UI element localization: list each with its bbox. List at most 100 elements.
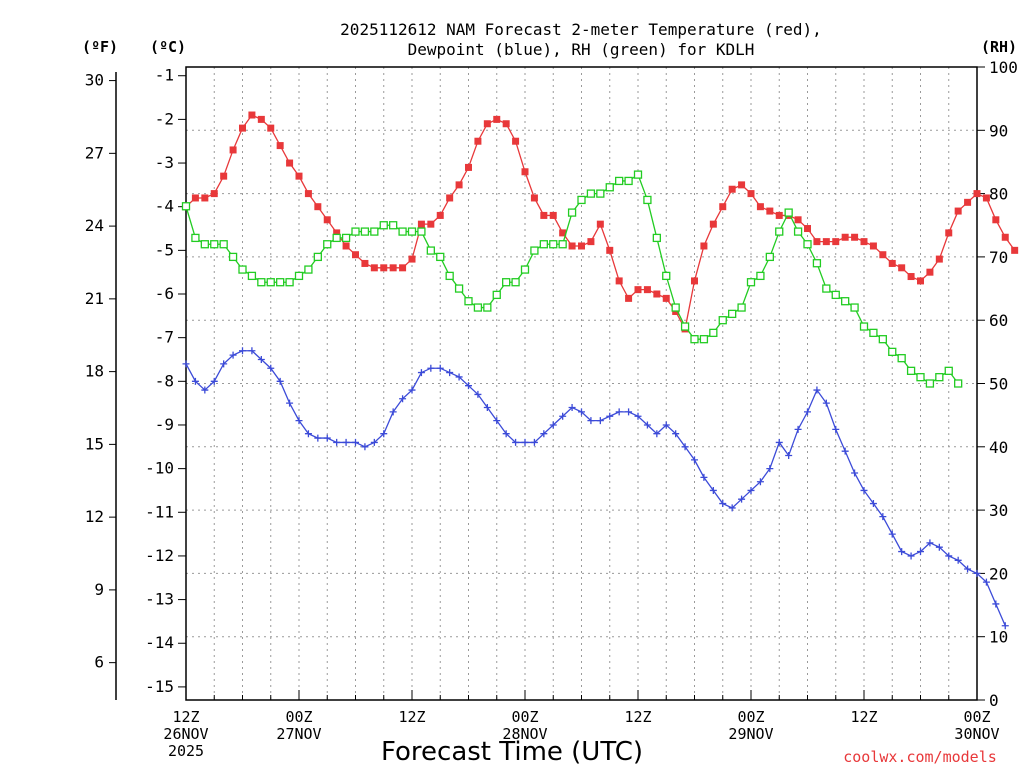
temperature-point	[728, 185, 736, 193]
fahrenheit-tick-label: 24	[85, 216, 104, 235]
rh-point	[398, 227, 407, 236]
dewpoint-point	[587, 417, 595, 425]
temperature-point	[389, 264, 397, 272]
temperature-point	[634, 286, 642, 294]
rh-point	[294, 271, 304, 281]
dewpoint-point	[314, 434, 322, 442]
celsius-tick-label: -15	[145, 677, 174, 696]
rh-point	[436, 252, 445, 262]
rh-point	[530, 246, 539, 255]
dewpoint-point	[399, 395, 407, 403]
dewpoint-point	[672, 430, 680, 438]
temperature-point	[493, 115, 501, 123]
rh-tick-label: 50	[989, 375, 1008, 394]
temperature-point	[408, 255, 416, 263]
celsius-tick-label: -14	[145, 633, 174, 652]
dewpoint-point	[935, 543, 943, 551]
rh-point	[370, 227, 379, 236]
fahrenheit-unit-label: (ºF)	[82, 38, 118, 56]
dewpoint-point	[220, 360, 228, 368]
dewpoint-point	[634, 412, 642, 420]
rh-point	[332, 233, 341, 243]
temperature-point	[954, 207, 962, 215]
dewpoint-point	[785, 452, 793, 460]
dewpoint-point	[700, 473, 708, 481]
temperature-point	[738, 181, 746, 189]
temperature-point	[804, 225, 811, 233]
temperature-point	[832, 238, 840, 246]
rh-point	[718, 316, 727, 325]
rh-point	[633, 170, 643, 179]
rh-point	[426, 246, 435, 255]
rh-point	[756, 271, 765, 281]
dewpoint-point	[493, 417, 501, 425]
temperature-point	[615, 277, 623, 285]
dewpoint-point	[625, 408, 633, 416]
dewpoint-point	[286, 399, 294, 407]
dewpoint-point	[860, 486, 868, 494]
rh-point	[699, 335, 709, 344]
celsius-tick-label: -7	[155, 328, 174, 347]
temperature-point	[521, 168, 529, 176]
temperature-point	[267, 124, 275, 132]
chart-title-line1: 2025112612 NAM Forecast 2-meter Temperat…	[340, 20, 822, 39]
dewpoint-point	[709, 486, 717, 494]
temperature-point	[352, 251, 359, 259]
dewpoint-point	[342, 438, 350, 446]
dewpoint-point	[1001, 622, 1009, 630]
dewpoint-point	[728, 504, 736, 512]
dewpoint-point	[229, 351, 237, 359]
rh-point	[586, 189, 596, 198]
temperature-point	[596, 220, 604, 228]
celsius-tick-label: -12	[145, 546, 174, 565]
temperature-point	[220, 172, 228, 180]
celsius-tick-label: -10	[145, 459, 174, 478]
rh-point	[351, 227, 360, 236]
rh-point	[709, 328, 718, 338]
temperature-point	[549, 211, 557, 219]
temperature-point	[964, 198, 972, 206]
x-tick-label: 12Z	[398, 708, 425, 726]
rh-point	[285, 278, 294, 287]
dewpoint-point	[248, 347, 256, 355]
temperature-point	[756, 203, 764, 211]
temperature-point	[587, 238, 595, 246]
rh-point	[577, 195, 586, 205]
dewpoint-point	[483, 404, 491, 412]
dewpoint-point	[681, 443, 689, 451]
x-axis-label: Forecast Time (UTC)	[381, 737, 643, 767]
temperature-point	[982, 194, 990, 202]
rh-point	[935, 373, 944, 382]
rh-point	[671, 303, 680, 312]
dewpoint-point	[813, 386, 821, 394]
fahrenheit-tick-label: 12	[85, 507, 104, 526]
temperature-point	[399, 264, 407, 272]
x-tick-label: 29NOV	[728, 725, 773, 743]
temperature-point	[210, 190, 218, 198]
dewpoint-point	[295, 417, 303, 425]
dewpoint-point	[389, 408, 397, 416]
temperature-point	[314, 203, 322, 211]
temperature-point	[446, 194, 454, 202]
temperature-series	[182, 111, 1019, 333]
temperature-point	[926, 268, 934, 276]
dewpoint-point	[257, 355, 265, 363]
rh-point	[539, 240, 548, 249]
temperature-point	[427, 220, 435, 228]
rh-point	[643, 195, 652, 205]
fahrenheit-tick-label: 6	[94, 653, 104, 672]
rh-point	[464, 297, 473, 306]
temperature-point	[436, 211, 444, 219]
rh-point	[417, 227, 426, 236]
rh-point	[200, 240, 209, 249]
dewpoint-point	[756, 478, 764, 486]
dewpoint-point	[323, 434, 331, 442]
dewpoint-point	[869, 500, 877, 508]
rh-tick-label: 40	[989, 438, 1008, 457]
celsius-tick-label: -3	[155, 153, 174, 172]
rh-point	[916, 373, 925, 382]
temperature-point	[229, 146, 237, 154]
dewpoint-point	[879, 513, 887, 521]
